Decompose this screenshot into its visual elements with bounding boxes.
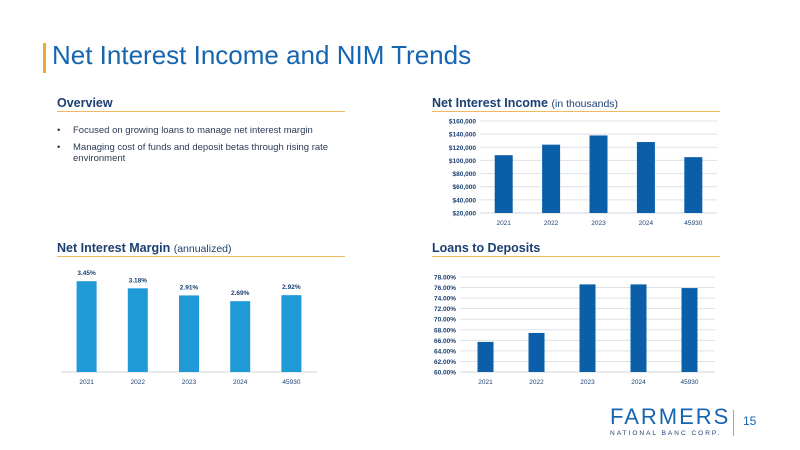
- y-tick-label: 66.00%: [434, 338, 456, 345]
- bar: [179, 295, 199, 372]
- y-tick-label: $120,000: [449, 145, 476, 152]
- overview-bullet: • Focused on growing loans to manage net…: [57, 125, 347, 136]
- nii-subheading: (in thousands): [551, 98, 619, 110]
- data-label: 2.92%: [282, 284, 301, 291]
- logo-tagline: NATIONAL BANC CORP.: [610, 430, 722, 437]
- nii-heading-text: Net Interest Income: [432, 96, 549, 110]
- x-tick-label: 2024: [639, 220, 654, 227]
- bar: [630, 284, 647, 372]
- y-tick-label: $100,000: [449, 158, 476, 165]
- y-tick-label: $60,000: [453, 184, 477, 191]
- data-label: 2.69%: [231, 290, 250, 297]
- nii-bar-chart: $20,000 $40,000 $60,000 $80,000 $100,000 $120…: [449, 119, 717, 227]
- y-tick-label: 70.00%: [434, 317, 456, 324]
- y-tick-label: 74.00%: [434, 296, 456, 303]
- farmers-logo: FARMERS NATIONAL BANC CORP.: [610, 404, 731, 438]
- overview-heading-text: Overview: [57, 96, 113, 110]
- nii-rule: [432, 111, 720, 112]
- page-number: 15: [743, 414, 757, 428]
- x-tick-label: 2022: [544, 220, 559, 227]
- nim-rule: [57, 256, 345, 257]
- nim-subheading: (annualized): [173, 243, 232, 255]
- nim-bar-chart: 2021 3.45% 2022 3.18% 2023 2.91% 2024 2.69% 4593…: [61, 270, 317, 386]
- y-tick-label: 64.00%: [434, 348, 456, 355]
- y-tick-label: 68.00%: [434, 327, 456, 334]
- overview-heading: Overview: [57, 96, 113, 110]
- bar: [76, 281, 97, 372]
- y-tick-label: 60.00%: [434, 370, 456, 377]
- y-tick-label: 78.00%: [434, 275, 456, 282]
- bar: [528, 332, 545, 372]
- y-tick-label: $80,000: [453, 171, 477, 178]
- footer-divider: [733, 410, 734, 436]
- x-tick-label: 45930: [684, 220, 702, 227]
- title-accent-bar: [43, 43, 46, 73]
- y-tick-label: 62.00%: [434, 359, 456, 366]
- bar: [494, 155, 513, 213]
- x-tick-label: 2023: [580, 379, 595, 386]
- data-label: 3.45%: [77, 270, 96, 277]
- bullet-marker: •: [57, 142, 61, 153]
- page-title: Net Interest Income and NIM Trends: [52, 40, 472, 70]
- x-tick-label: 45930: [282, 379, 300, 386]
- bar: [230, 301, 251, 372]
- ltd-heading: Loans to Deposits: [432, 241, 540, 255]
- y-tick-label: $20,000: [453, 211, 477, 218]
- nim-heading-text: Net Interest Margin: [57, 241, 171, 255]
- overview-bullet-text: Focused on growing loans to manage net i…: [73, 125, 313, 136]
- nii-heading: Net Interest Income (in thousands): [432, 96, 618, 110]
- y-tick-label: 76.00%: [434, 285, 456, 292]
- bar: [636, 142, 655, 213]
- bar: [477, 341, 494, 372]
- y-tick-label: 72.00%: [434, 306, 456, 313]
- overview-bullet-list: • Focused on growing loans to manage net…: [57, 125, 347, 170]
- x-tick-label: 2022: [529, 379, 544, 386]
- data-label: 3.18%: [129, 277, 148, 284]
- bar: [127, 288, 148, 372]
- bar: [579, 284, 596, 372]
- x-tick-label: 2022: [131, 379, 146, 386]
- x-tick-label: 45930: [680, 379, 698, 386]
- overview-rule: [57, 111, 345, 112]
- overview-bullet-text: Managing cost of funds and deposit betas…: [73, 142, 329, 164]
- logo-wordmark: FARMERS: [610, 404, 731, 429]
- bar: [542, 144, 561, 213]
- ltd-rule: [432, 256, 720, 257]
- x-tick-label: 2024: [233, 379, 248, 386]
- x-tick-label: 2024: [631, 379, 646, 386]
- y-tick-label: $40,000: [453, 197, 477, 204]
- x-tick-label: 2021: [79, 379, 94, 386]
- x-tick-label: 2023: [182, 379, 197, 386]
- nim-heading: Net Interest Margin (annualized): [57, 241, 232, 255]
- x-tick-label: 2023: [591, 220, 606, 227]
- y-tick-label: $160,000: [449, 119, 476, 126]
- overview-bullet: • Managing cost of funds and deposit bet…: [57, 142, 347, 164]
- bar: [589, 135, 608, 213]
- y-tick-label: $140,000: [449, 132, 476, 139]
- ltd-bar-chart: 60.00% 62.00% 64.00% 66.00% 68.00% 70.00% 72.0…: [434, 275, 715, 386]
- data-label: 2.91%: [180, 284, 199, 291]
- bar: [281, 295, 302, 372]
- bullet-marker: •: [57, 125, 61, 136]
- bar: [684, 157, 703, 213]
- bar: [681, 288, 698, 372]
- x-tick-label: 2021: [478, 379, 493, 386]
- ltd-heading-text: Loans to Deposits: [432, 241, 541, 255]
- x-tick-label: 2021: [496, 220, 511, 227]
